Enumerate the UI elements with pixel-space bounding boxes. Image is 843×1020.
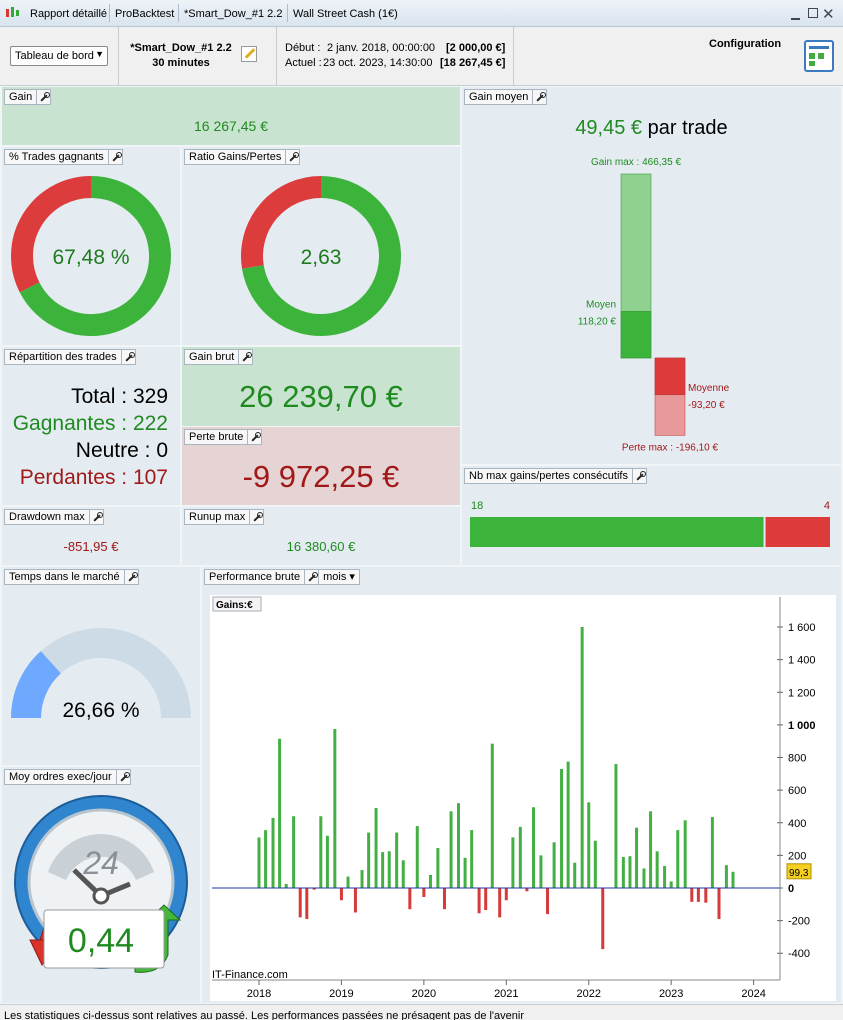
panel-title: Temps dans le marché [4,569,125,585]
consecutive-panel: Nb max gains/pertes consécutifs [462,466,841,565]
toolbar [0,27,843,86]
gross-gain-value: 26 239,70 € [239,379,403,414]
minimize-button[interactable] [791,18,800,20]
start-label: Début : [285,42,321,54]
dropdown-label: Tableau de bord [15,50,94,62]
gross-gain-panel: Gain brut 26 239,70 € [182,347,460,426]
config-label[interactable]: Configuration [709,38,782,50]
winners-row: Gagnantes : 222 [12,412,168,435]
config-icon[interactable] [804,40,834,72]
drawdown-panel: Drawdown max -851,95 € [2,507,180,565]
runup-panel: Runup max 16 380,60 € [182,507,460,565]
win-rate-panel: % Trades gagnants [2,147,180,345]
panel-title: % Trades gagnants [4,149,109,165]
current-value: [18 267,45 €] [440,57,506,69]
orders-panel: Moy ordres exec/jour [2,767,200,1003]
losers-row: Perdantes : 107 [19,466,168,489]
runup-value: 16 380,60 € [286,539,356,554]
panel-title: Performance brute [204,569,306,585]
performance-panel: Performance brute mois ▾ [202,567,841,1003]
current-label: Actuel : [285,57,322,69]
gain-panel: Gain 16 267,45 € [2,87,460,145]
gain-value: 16 267,45 € [194,118,268,134]
system-name: *Smart_Dow_#1 2.2 [130,42,232,54]
gross-loss-value: -9 972,25 € [242,459,400,494]
period-label: mois [323,571,347,583]
tab[interactable]: *Smart_Dow_#1 2.2 [184,8,283,20]
panel-title: Moy ordres exec/jour [4,769,117,785]
panel-title: Gain [4,89,38,105]
panel-title: Drawdown max [4,509,90,525]
panel-title: Ratio Gains/Pertes [184,149,287,165]
tab[interactable]: ProBacktest [115,8,175,20]
ratio-panel: Ratio Gains/Pertes [182,147,460,345]
period-dropdown[interactable]: mois ▾ [319,569,360,585]
panel-title: Répartition des trades [4,349,122,365]
view-dropdown[interactable]: Tableau de bord ▼ [10,46,108,66]
total-row: Total : 329 [71,385,168,408]
breakdown-panel: Répartition des trades Total : 329 Gagna… [2,347,180,505]
tab[interactable]: Rapport détaillé [30,8,108,20]
app-icon [4,6,20,20]
panel-title: Perte brute [184,429,249,445]
panel-title: Nb max gains/pertes consécutifs [464,468,633,484]
title-bar [0,0,843,27]
avg-gain-panel: Gain moyen 49,45 € par trade [462,87,841,464]
edit-icon[interactable] [241,46,257,62]
timeframe: 30 minutes [152,57,210,69]
start-date: 2 janv. 2018, 00:00:00 [327,42,436,54]
current-date: 23 oct. 2023, 14:30:00 [323,57,433,69]
maximize-button[interactable] [808,8,818,18]
panel-title: Gain moyen [464,89,534,105]
tab[interactable]: Wall Street Cash (1€) [293,8,398,20]
footer-text: Les statistiques ci-dessus sont relative… [4,1010,524,1020]
gross-loss-panel: Perte brute -9 972,25 € [182,427,460,505]
close-button[interactable]: ✕ [822,6,835,23]
avg-gain-suffix: par trade [647,117,728,139]
avg-gain-value: 49,45 € [575,117,643,139]
panel-title: Gain brut [184,349,240,365]
neutral-row: Neutre : 0 [75,439,168,462]
footer: Les statistiques ci-dessus sont relative… [0,1004,843,1020]
start-value: [2 000,00 €] [446,42,506,54]
drawdown-value: -851,95 € [63,539,119,554]
time-in-market-panel: Temps dans le marché [2,567,200,765]
panel-title: Runup max [184,509,251,525]
chart-area [210,595,836,1001]
